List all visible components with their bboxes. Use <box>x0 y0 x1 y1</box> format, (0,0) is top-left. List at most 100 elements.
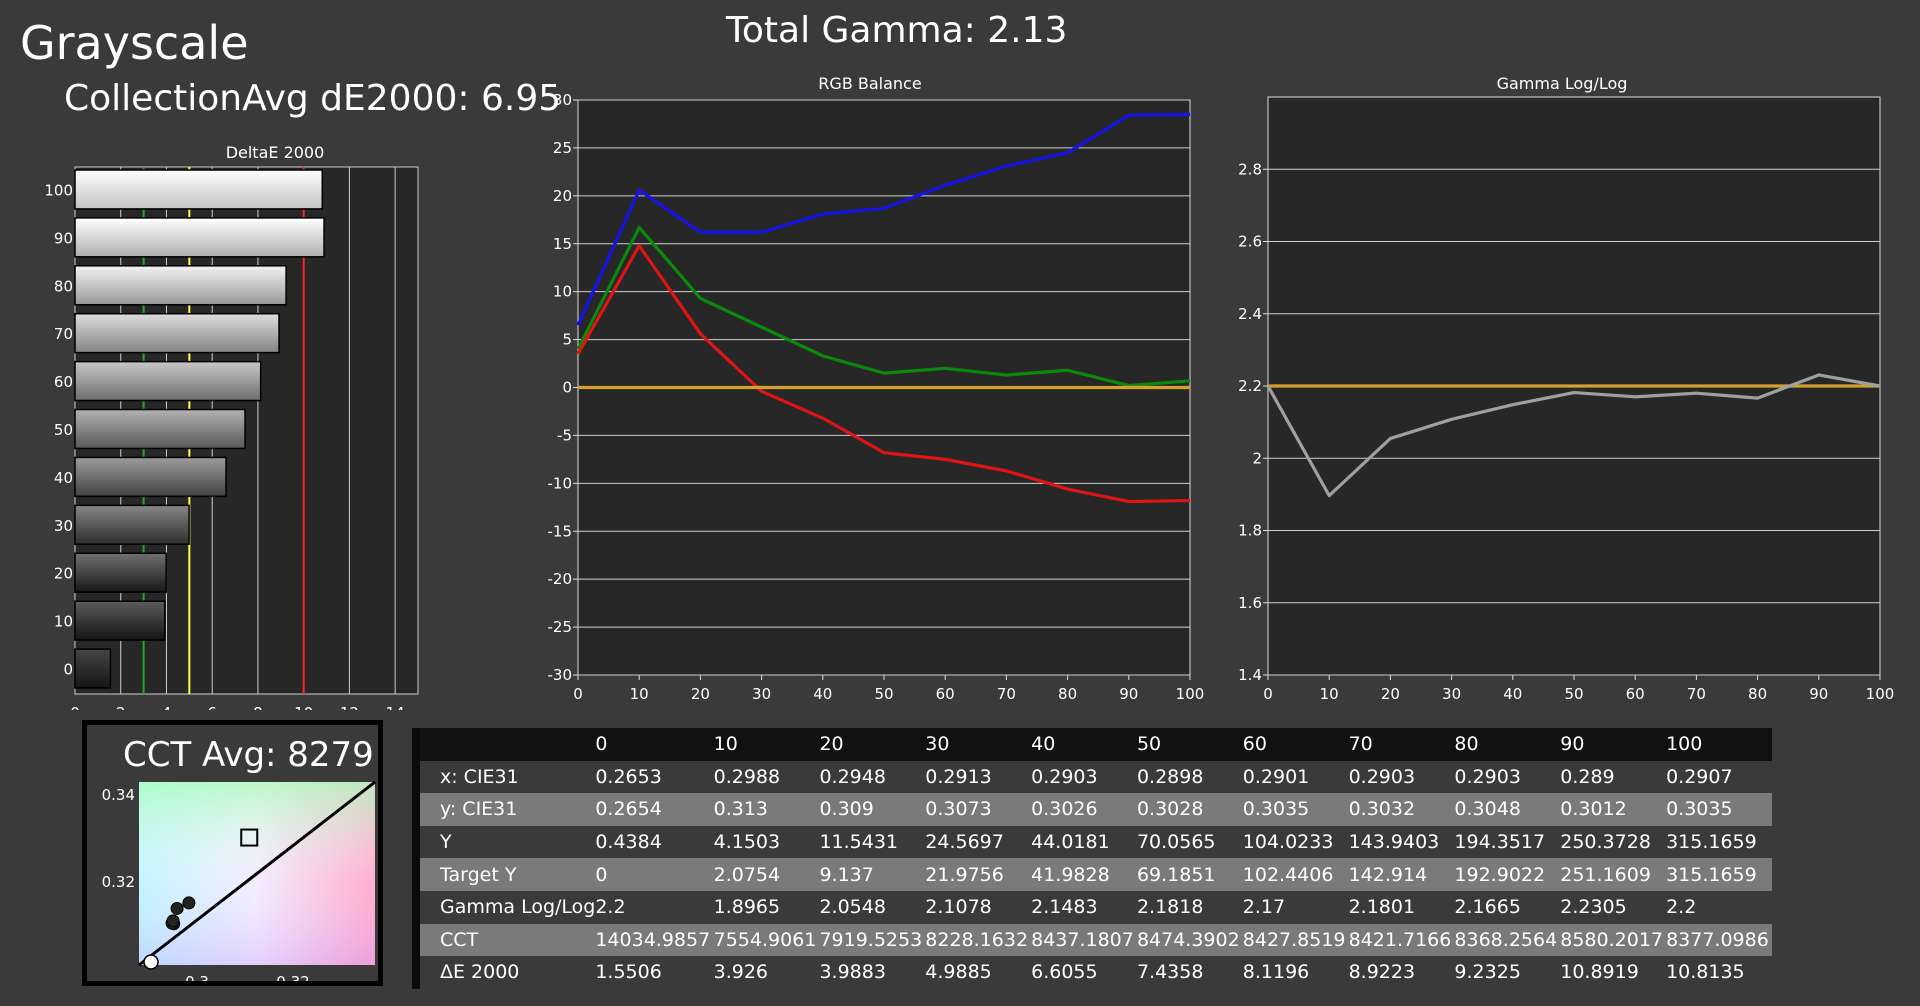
rgb-x-tick: 60 <box>936 685 955 703</box>
table-cell: 0.3073 <box>925 798 992 821</box>
table-cell: 6.6055 <box>1031 961 1098 984</box>
table-cell: 8228.1632 <box>925 928 1029 951</box>
table-cell: 2.0754 <box>713 863 781 886</box>
rgb-x-tick: 30 <box>752 685 771 703</box>
table-cell: 0.2903 <box>1454 765 1521 788</box>
table-cell: 9.137 <box>819 863 874 886</box>
deltae-x-tick: 0 <box>70 704 80 710</box>
table-row-marker <box>412 956 420 989</box>
measurement-table: 0 10 20 30 40 50 60 70 80 90 100 x: CIE31 0.2653 0.2… <box>412 728 1772 989</box>
table-column-header: 40 <box>1031 733 1056 756</box>
table-cell: 0.2901 <box>1242 765 1310 788</box>
table-cell: 0.3035 <box>1242 798 1310 821</box>
rgb-y-tick: 10 <box>553 283 572 301</box>
table-label-header <box>420 728 595 761</box>
deltae-category-label: 80 <box>54 277 73 295</box>
table-cell: 142.914 <box>1348 863 1428 886</box>
table-column-header: 80 <box>1454 733 1479 756</box>
table-cell: 7.4358 <box>1136 961 1204 984</box>
deltae-x-tick: 10 <box>294 704 313 710</box>
gamma-loglog-chart: Gamma Log/Log 2.8 2.6 2.4 2.2 2 1.8 1.6 1.40 10 2… <box>1238 74 1895 703</box>
table-cell: 2.1818 <box>1136 896 1204 919</box>
table-column-header: 60 <box>1242 733 1267 756</box>
table-cell: 8580.2017 <box>1560 928 1663 951</box>
gamma-x-tick: 100 <box>1866 685 1895 703</box>
table-cell: 0.2907 <box>1666 765 1733 788</box>
deltae-x-tick: 6 <box>207 704 217 710</box>
table-cell: 69.1851 <box>1136 863 1216 886</box>
table-row-label: CCT <box>440 928 479 951</box>
gamma-x-tick: 10 <box>1320 685 1339 703</box>
gamma-y-tick: 1.6 <box>1238 594 1262 612</box>
gamma-y-tick: 2.6 <box>1238 233 1262 251</box>
gamma-x-tick: 90 <box>1809 685 1828 703</box>
table-cell: 0.3035 <box>1666 798 1733 821</box>
rgb-x-tick: 10 <box>630 685 649 703</box>
rgb-y-tick: -5 <box>557 426 572 444</box>
table-cell: 10.8135 <box>1666 961 1745 984</box>
rgb-series-line <box>576 244 1191 504</box>
table-cell: 102.4406 <box>1242 863 1334 886</box>
gamma-series-line <box>1266 373 1881 498</box>
table-row-marker <box>412 890 420 924</box>
rgb-x-tick: 20 <box>691 685 710 703</box>
table-row-label: y: CIE31 <box>440 798 518 821</box>
table-cell: 250.3728 <box>1560 831 1651 854</box>
gamma-x-tick: 70 <box>1687 685 1706 703</box>
table-cell: 8437.1807 <box>1031 928 1134 951</box>
table-cell: 0.2903 <box>1031 765 1098 788</box>
table-cell: 0 <box>595 863 608 886</box>
cct-planckian-locus <box>138 780 376 967</box>
table-cell: 70.0565 <box>1136 831 1216 854</box>
deltae-bar <box>74 408 246 450</box>
gamma-x-tick: 0 <box>1263 685 1273 703</box>
deltae-chart-title: DeltaE 2000 <box>226 143 325 162</box>
rgb-y-tick: -15 <box>548 522 573 540</box>
table-column-header: 90 <box>1560 733 1585 756</box>
table-cell: 2.1665 <box>1454 896 1521 919</box>
table-row: Y 0.4384 4.1503 11.5431 24.5697 44.0181 70.056… <box>412 825 1772 859</box>
deltae-category-label: 40 <box>54 469 73 487</box>
table-cell: 9.2325 <box>1454 961 1521 984</box>
cct-panel: CCT Avg: 8279 0.34 0.32 0.3 0.32 <box>82 720 383 986</box>
rgb-x-tick: 50 <box>874 685 893 703</box>
cct-x-tick: 0.32 <box>276 973 309 981</box>
rgb-chart-title: RGB Balance <box>818 74 921 93</box>
table-column-header: 0 <box>595 733 608 756</box>
table-column-header: 100 <box>1666 733 1703 756</box>
table-cell: 192.9022 <box>1454 863 1546 886</box>
cct-y-tick: 0.32 <box>102 873 135 891</box>
cct-measurement-point <box>170 901 184 915</box>
table-row: Gamma Log/Log 2.2 1.8965 2.0548 2.1078 2.1483… <box>412 890 1772 924</box>
cct-target-marker <box>240 828 259 847</box>
deltae-bar-chart: DeltaE 2000 0246810121410090807060504030… <box>44 143 419 710</box>
deltae-category-label: 30 <box>54 517 73 535</box>
table-cell: 24.5697 <box>925 831 1004 854</box>
table-cell: 2.2 <box>595 896 626 919</box>
table-cell: 10.8919 <box>1560 961 1639 984</box>
table-column-header: 10 <box>713 733 738 756</box>
deltae-category-label: 20 <box>54 565 73 583</box>
deltae-bar <box>74 600 166 641</box>
table-cell: 194.3517 <box>1454 831 1546 854</box>
table-cell: 1.8965 <box>713 896 781 919</box>
table-row-marker <box>412 825 420 859</box>
table-row: y: CIE31 0.2654 0.313 0.309 0.3073 0.3026 0.30… <box>412 793 1772 826</box>
table-row-label: ΔE 2000 <box>440 961 520 984</box>
table-cell: 41.9828 <box>1031 863 1110 886</box>
table-cell: 0.2988 <box>713 765 781 788</box>
table-cell: 0.3028 <box>1136 798 1204 821</box>
deltae-category-label: 60 <box>54 373 73 391</box>
table-cell: 0.2948 <box>819 765 886 788</box>
deltae-x-tick: 12 <box>340 704 359 710</box>
rgb-series-line <box>576 225 1191 388</box>
rgb-y-tick: -20 <box>548 570 573 588</box>
cct-measurement-point <box>182 896 196 910</box>
rgb-y-tick: 5 <box>562 331 572 349</box>
table-row: Target Y 0 2.0754 9.137 21.9756 41.9828 69.185… <box>412 858 1772 891</box>
table-corner <box>412 728 420 761</box>
rgb-y-tick: -30 <box>548 666 573 684</box>
table-column-header: 30 <box>925 733 950 756</box>
rgb-y-tick: -25 <box>548 618 573 636</box>
deltae-bar <box>74 217 325 258</box>
